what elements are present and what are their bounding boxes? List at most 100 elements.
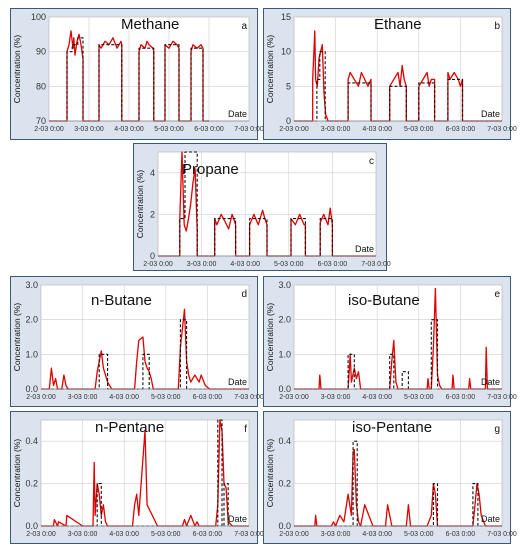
x-tick-label: 6-03 0:00 (194, 126, 224, 133)
x-tick-label: 4-03 0:00 (362, 126, 392, 133)
x-tick-label: 3-03 0:00 (68, 531, 98, 538)
panel-letter: c (369, 156, 374, 167)
panel-letter: a (241, 21, 247, 32)
x-tick-label: 2-03 0:00 (279, 531, 309, 538)
y-tick-label: 0 (286, 116, 291, 126)
x-tick-label: 2-03 0:00 (34, 126, 64, 133)
y-axis-label: Concentration (%) (135, 170, 145, 239)
x-tick-label: 5-03 0:00 (151, 394, 181, 401)
y-tick-label: 3.0 (278, 280, 291, 290)
x-tick-label: 7-03 0:00 (487, 126, 517, 133)
y-tick-label: 0.2 (25, 479, 38, 489)
y-axis-label: Concentration (%) (12, 35, 22, 104)
chart-title: Ethane (374, 16, 422, 33)
x-tick-label: 4-03 0:00 (109, 531, 139, 538)
chart-title: Propane (182, 161, 239, 178)
x-tick-label: 2-03 0:00 (279, 394, 309, 401)
y-axis-label: Concentration (%) (12, 439, 22, 508)
panel-letter: d (241, 289, 247, 300)
y-tick-label: 100 (31, 12, 46, 22)
y-tick-label: 5 (286, 81, 291, 91)
y-axis-label: Concentration (%) (265, 439, 275, 508)
x-tick-label: 4-03 0:00 (362, 394, 392, 401)
y-axis-label: Concentration (%) (12, 303, 22, 372)
panel-n-pentane: 0.0 0.2 0.4 2-03 0:00 3-03 0:00 4-03 0:00 5-03… (10, 411, 264, 544)
chart-title: Methane (121, 16, 179, 33)
x-tick-label: 4-03 0:00 (109, 394, 139, 401)
x-tick-label: 2-03 0:00 (143, 261, 173, 268)
x-tick-label: 7-03 0:00 (234, 394, 264, 401)
chart-title: iso-Butane (348, 292, 420, 309)
y-tick-label: 2.0 (278, 315, 291, 325)
x-tick-label: 6-03 0:00 (193, 394, 223, 401)
panel-iso-pentane: 0.0 0.2 0.4 2-03 0:00 3-03 0:00 4-03 0:00 5-03… (263, 411, 517, 544)
chart-svg: 0.0 1.0 2.0 3.0 2-03 0:00 3-03 0:00 4-03 0:00 5… (12, 280, 264, 401)
series-reference-line (158, 151, 376, 257)
x-axis-label: Date (228, 109, 247, 119)
series-measured-line (41, 308, 249, 390)
y-tick-label: 70 (36, 116, 46, 126)
x-tick-label: 7-03 0:00 (487, 531, 517, 538)
x-axis-label: Date (481, 377, 500, 387)
y-axis-label: Concentration (%) (265, 303, 275, 372)
y-tick-label: 2.0 (25, 315, 38, 325)
x-tick-label: 6-03 0:00 (193, 531, 223, 538)
chart-svg: 0 5 10 15 2-03 0:00 3-03 0:00 4-03 0:00 5-03 0:… (265, 12, 517, 133)
x-tick-label: 6-03 0:00 (446, 531, 476, 538)
chart-title: iso-Pentane (352, 419, 432, 436)
x-tick-label: 7-03 0:00 (487, 394, 517, 401)
y-tick-label: 0.0 (25, 521, 38, 531)
x-tick-label: 3-03 0:00 (321, 394, 351, 401)
x-tick-label: 4-03 0:00 (230, 261, 260, 268)
plot-area (48, 16, 250, 122)
x-axis-label: Date (228, 514, 247, 524)
chart-svg: 0 2 4 2-03 0:00 3-03 0:00 4-03 0:00 5-03 0:00 6… (135, 151, 391, 268)
y-tick-label: 0.4 (25, 436, 38, 446)
chart-title: n-Butane (91, 292, 152, 309)
x-axis-label: Date (355, 244, 374, 254)
series-reference-line (41, 419, 249, 527)
plot-area (293, 16, 503, 122)
x-tick-label: 3-03 0:00 (74, 126, 104, 133)
x-tick-label: 2-03 0:00 (26, 394, 56, 401)
panel-propane: 0 2 4 2-03 0:00 3-03 0:00 4-03 0:00 5-03 0:00 6… (133, 143, 391, 271)
chart-svg: 0.0 0.2 0.4 2-03 0:00 3-03 0:00 4-03 0:00 5-03… (265, 419, 517, 538)
y-axis-label: Concentration (%) (265, 35, 275, 104)
x-tick-label: 3-03 0:00 (68, 394, 98, 401)
x-tick-label: 6-03 0:00 (446, 126, 476, 133)
x-tick-label: 7-03 0:00 (361, 261, 391, 268)
x-tick-label: 5-03 0:00 (404, 126, 434, 133)
y-tick-label: 1.0 (278, 349, 291, 359)
series-reference-line (294, 51, 502, 122)
panel-iso-butane: 0.0 1.0 2.0 3.0 2-03 0:00 3-03 0:00 4-03 0:00 5… (263, 276, 517, 407)
x-tick-label: 6-03 0:00 (446, 394, 476, 401)
series-reference-line (41, 319, 249, 390)
x-axis-label: Date (228, 377, 247, 387)
x-tick-label: 3-03 0:00 (187, 261, 217, 268)
y-tick-label: 4 (150, 168, 155, 178)
chart-title: n-Pentane (95, 419, 164, 436)
y-tick-label: 1.0 (25, 349, 38, 359)
plot-area (293, 284, 503, 390)
panel-n-butane: 0.0 1.0 2.0 3.0 2-03 0:00 3-03 0:00 4-03 0:00 5… (10, 276, 264, 407)
plot-area (293, 419, 503, 527)
y-tick-label: 80 (36, 81, 46, 91)
panel-letter: f (244, 424, 247, 435)
y-tick-label: 90 (36, 47, 46, 57)
y-tick-label: 0 (150, 251, 155, 261)
y-tick-label: 0.0 (25, 384, 38, 394)
x-tick-label: 4-03 0:00 (114, 126, 144, 133)
x-tick-label: 4-03 0:00 (362, 531, 392, 538)
x-tick-label: 5-03 0:00 (404, 394, 434, 401)
x-tick-label: 3-03 0:00 (321, 531, 351, 538)
panel-letter: b (494, 21, 500, 32)
y-tick-label: 0.2 (278, 479, 291, 489)
panel-ethane: 0 5 10 15 2-03 0:00 3-03 0:00 4-03 0:00 5-03 0:… (263, 8, 517, 140)
chart-svg: 70 80 90 100 2-03 0:00 3-03 0:00 4-03 0:00 5-03… (12, 12, 264, 133)
x-axis-label: Date (481, 514, 500, 524)
x-axis-label: Date (481, 109, 500, 119)
panel-methane: 70 80 90 100 2-03 0:00 3-03 0:00 4-03 0:00 5-03… (10, 8, 264, 140)
x-tick-label: 5-03 0:00 (154, 126, 184, 133)
x-tick-label: 5-03 0:00 (404, 531, 434, 538)
x-tick-label: 2-03 0:00 (279, 126, 309, 133)
